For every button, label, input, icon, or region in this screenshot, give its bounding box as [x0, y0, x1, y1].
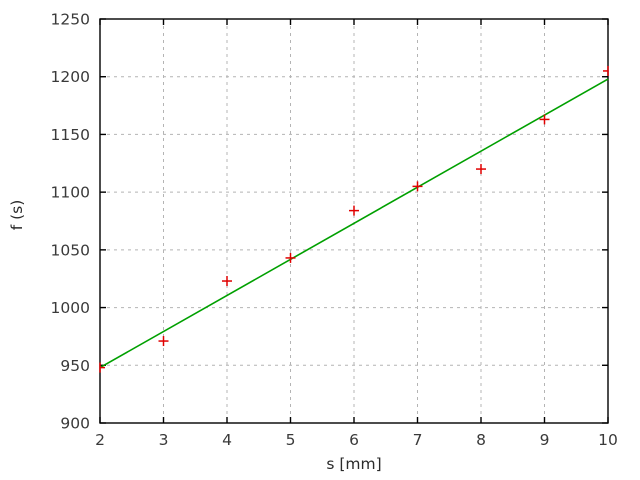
data-point-marker [285, 252, 296, 263]
y-tick-label: 1200 [51, 68, 90, 86]
x-tick-label: 7 [413, 431, 423, 449]
data-point-marker [476, 164, 486, 175]
fit-line [99, 78, 609, 369]
y-tick-label: 950 [60, 357, 90, 375]
x-tick-label: 6 [349, 431, 359, 449]
data-point-marker [539, 114, 550, 125]
x-tick-label: 4 [222, 431, 232, 449]
data-point-marker [222, 276, 232, 287]
gridlines-group [100, 19, 608, 423]
y-tick-label: 1100 [51, 184, 90, 202]
x-tick-label: 8 [476, 431, 486, 449]
x-axis-title: s [mm] [326, 455, 381, 473]
y-tick-label: 1000 [51, 299, 90, 317]
y-tick-labels-group: 900 950 1000 1050 1100 1150 1200 1250 [51, 11, 90, 433]
y-tick-label: 1250 [51, 11, 90, 29]
data-points-group [99, 65, 609, 373]
x-tick-label: 9 [540, 431, 550, 449]
y-tick-label: 900 [60, 415, 90, 433]
plot-frame [99, 18, 609, 424]
fit-line-group [99, 78, 609, 369]
x-tick-labels-group: 2 3 4 5 6 7 8 9 10 [95, 431, 618, 449]
data-point-marker [603, 65, 609, 76]
data-point-series [99, 65, 609, 373]
x-tick-label: 2 [95, 431, 105, 449]
data-point-marker [158, 336, 169, 347]
data-point-marker [99, 362, 105, 373]
x-tick-label: 10 [598, 431, 618, 449]
y-axis-title: f (s) [8, 200, 26, 231]
x-tick-label: 5 [286, 431, 296, 449]
data-point-marker [412, 181, 423, 192]
y-tick-label: 1150 [51, 126, 90, 144]
data-point-marker [349, 205, 359, 216]
x-tick-label: 3 [159, 431, 169, 449]
y-tick-label: 1050 [51, 241, 90, 259]
